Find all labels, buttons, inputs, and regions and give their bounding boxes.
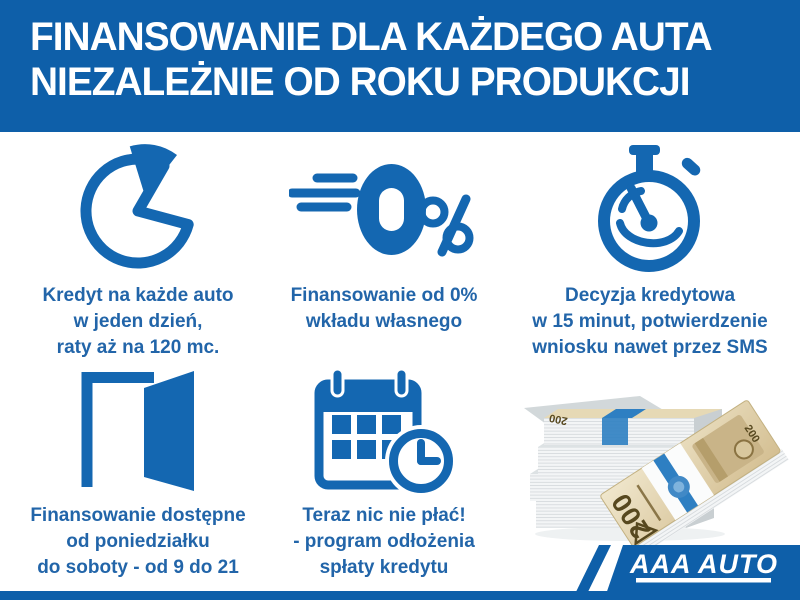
caption-line: Teraz nic nie płać! (302, 505, 466, 526)
headline-line1: FINANSOWANIE DLA KAŻDEGO AUTA (30, 15, 713, 59)
caption-line: raty aż na 120 mc. (56, 337, 220, 358)
feature-deferred-payment: Teraz nic nie płać! - program odłożenia … (274, 362, 494, 581)
feature-caption: Kredyt na każde auto w jeden dzień, raty… (22, 283, 254, 361)
feature-caption: Finansowanie dostępne od poniedziałku do… (22, 503, 254, 581)
caption-line: wkładu własnego (305, 311, 463, 332)
header-banner: FINANSOWANIE DLA KAŻDEGO AUTA NIEZALEŻNI… (0, 0, 800, 132)
headline-line2: NIEZALEŻNIE OD ROKU PRODUKCJI (30, 60, 691, 104)
caption-line: do soboty - od 9 do 21 (37, 557, 239, 578)
caption-line: spłaty kredytu (319, 557, 449, 578)
feature-caption: Finansowanie od 0% wkładu własnego (274, 283, 494, 335)
caption-line: Kredyt na każde auto (42, 285, 234, 306)
feature-credit: Kredyt na każde auto w jeden dzień, raty… (22, 140, 254, 361)
caption-line: od poniedziałku (66, 531, 210, 552)
banknote-value: 200 (548, 411, 568, 427)
brand-logo: AAA AUTO (572, 545, 800, 600)
feature-decision: Decyzja kredytowa w 15 minut, potwierdze… (522, 140, 778, 361)
caption-line: Decyzja kredytowa (564, 285, 736, 306)
caption-line: Finansowanie od 0% (290, 285, 478, 306)
feature-zero-percent: Finansowanie od 0% wkładu własnego (274, 140, 494, 335)
caption-line: w jeden dzień, (73, 311, 203, 332)
banknotes-photo: 200 200 200 (520, 358, 800, 556)
logo-banner (604, 545, 800, 600)
pie-chart-icon (22, 140, 254, 278)
logo-underline (636, 578, 771, 583)
feature-caption: Teraz nic nie płać! - program odłożenia … (274, 503, 494, 581)
open-door-icon (22, 362, 254, 498)
logo-slash (572, 545, 611, 600)
caption-line: w 15 minut, potwierdzenie (532, 311, 768, 332)
feature-caption: Decyzja kredytowa w 15 minut, potwierdze… (522, 283, 778, 361)
bottom-strip (0, 591, 800, 600)
caption-line: wniosku nawet przez SMS (532, 337, 768, 358)
calendar-clock-icon (274, 362, 494, 498)
caption-line: Finansowanie dostępne (30, 505, 246, 526)
leaning-bundle: 200 200 (600, 400, 789, 556)
logo-text: AAA AUTO (629, 549, 778, 579)
feature-availability: Finansowanie dostępne od poniedziałku do… (22, 362, 254, 581)
stopwatch-icon (522, 140, 778, 278)
zero-percent-icon (274, 140, 494, 278)
caption-line: - program odłożenia (293, 531, 475, 552)
